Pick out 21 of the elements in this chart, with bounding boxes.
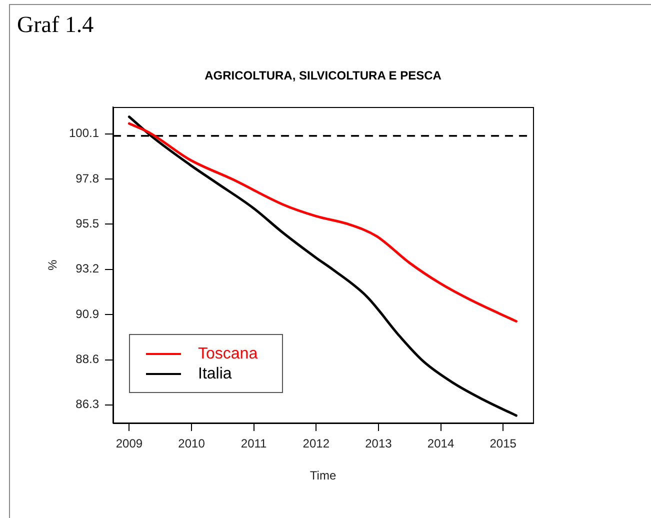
y-tick-label: 97.8: [76, 171, 100, 186]
text: Graf 1.4: [17, 12, 94, 38]
chart-title: AGRICOLTURA, SILVICOLTURA E PESCA: [204, 68, 442, 82]
x-tick-label: 2015: [490, 436, 517, 451]
x-tick-label: 2010: [178, 436, 206, 451]
y-tick-label: 95.5: [76, 216, 100, 231]
x-tick-label: 2012: [302, 436, 330, 451]
y-tick-label: 93.2: [76, 262, 100, 276]
legend-label: Italia: [198, 365, 232, 382]
legend-label: Toscana: [198, 345, 258, 362]
y-tick-label: 88.6: [76, 352, 100, 366]
x-tick-label: 2014: [427, 436, 454, 451]
y-axis-title: %: [45, 259, 60, 270]
x-axis-title: Time: [310, 468, 336, 482]
y-tick-label: 90.9: [76, 306, 100, 321]
x-tick-label: 2009: [116, 436, 143, 451]
x-tick-label: 2011: [240, 436, 268, 451]
line-series: [128, 122, 518, 323]
y-tick-label: 86.3: [76, 397, 100, 412]
x-tick-label: 2013: [365, 436, 392, 451]
y-tick-label: 100.1: [68, 126, 100, 140]
